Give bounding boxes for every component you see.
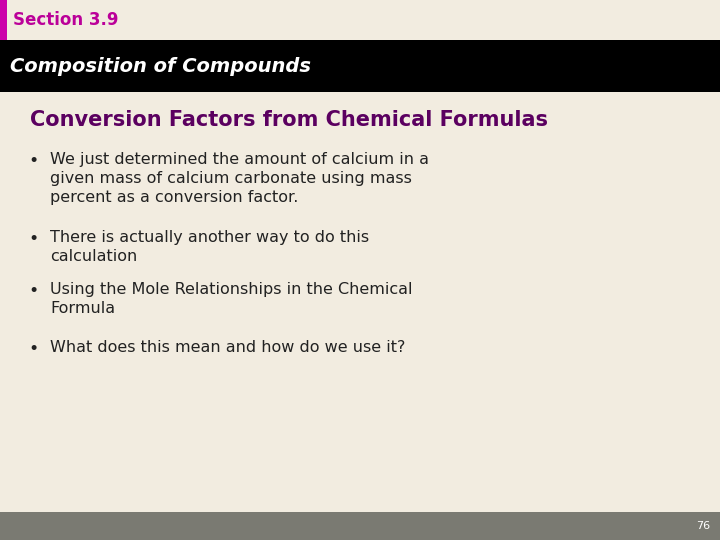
Text: Using the Mole Relationships in the Chemical
Formula: Using the Mole Relationships in the Chem… (50, 282, 413, 316)
Bar (0, 0, 7, 40)
Text: 76: 76 (696, 521, 710, 531)
Text: •: • (28, 152, 38, 170)
Text: •: • (28, 340, 38, 358)
Bar (0, 40, 720, 92)
Bar (0, 512, 720, 540)
Text: There is actually another way to do this
calculation: There is actually another way to do this… (50, 230, 369, 264)
Text: Composition of Compounds: Composition of Compounds (10, 57, 311, 76)
Text: Conversion Factors from Chemical Formulas: Conversion Factors from Chemical Formula… (30, 110, 548, 130)
Text: •: • (28, 230, 38, 248)
Text: Section 3.9: Section 3.9 (13, 11, 119, 29)
Text: We just determined the amount of calcium in a
given mass of calcium carbonate us: We just determined the amount of calcium… (50, 152, 429, 205)
Text: •: • (28, 282, 38, 300)
Bar (0, 0, 720, 40)
Text: What does this mean and how do we use it?: What does this mean and how do we use it… (50, 340, 405, 355)
